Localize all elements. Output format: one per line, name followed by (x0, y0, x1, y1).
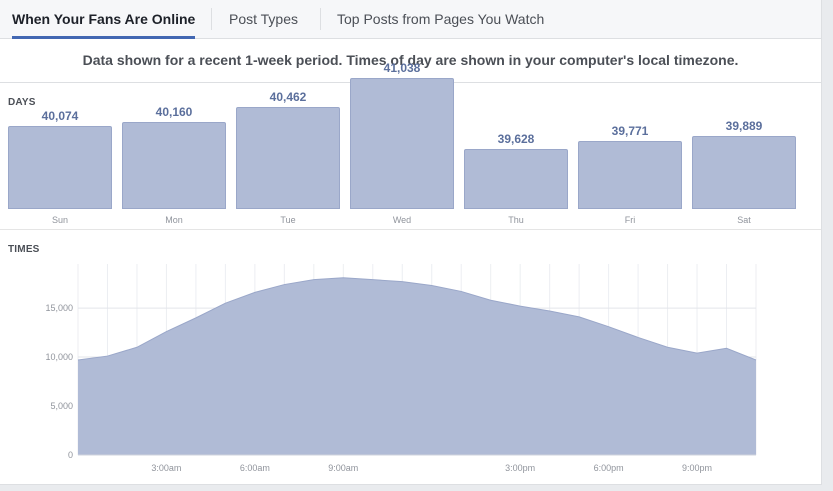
day-bar-sun[interactable] (8, 126, 112, 209)
day-bar-tue[interactable] (236, 106, 340, 209)
fans-online-line (77, 277, 757, 361)
tab-top-posts-pages-you-watch[interactable]: Top Posts from Pages You Watch (337, 11, 545, 27)
tab-bar: When Your Fans Are Online Post Types Top… (0, 0, 821, 39)
day-value-label: 39,889 (725, 118, 763, 133)
day-name-label: Sat (737, 215, 751, 225)
day-name-label: Thu (508, 215, 524, 225)
y-tick-label: 0 (68, 450, 73, 460)
day-bar-wed[interactable] (350, 78, 454, 209)
x-tick-label: 6:00pm (594, 463, 624, 473)
tab-when-fans-online[interactable]: When Your Fans Are Online (12, 0, 196, 39)
audience-panel: When Your Fans Are Online Post Types Top… (0, 0, 822, 485)
day-value-label: 40,074 (41, 109, 79, 124)
day-name-label: Wed (392, 215, 412, 225)
fans-online-area (78, 277, 756, 455)
day-bar-mon[interactable] (122, 122, 226, 209)
x-tick-label: 3:00am (151, 463, 181, 473)
day-bar-sat[interactable] (692, 135, 796, 209)
day-value-label: 41,038 (383, 61, 421, 76)
day-value-label: 39,628 (497, 131, 535, 146)
day-bar-fri[interactable] (578, 141, 682, 209)
x-tick-label: 9:00pm (682, 463, 712, 473)
x-tick-label: 6:00am (240, 463, 270, 473)
times-section-label: TIMES (8, 244, 40, 255)
y-tick-label: 10,000 (45, 352, 73, 362)
days-section-label: DAYS (8, 97, 36, 108)
times-area-chart: 0 5,000 10,000 15,000 3:00am 6:00am 9:00am 3:00… (45, 264, 757, 473)
day-name-label: Tue (280, 215, 296, 225)
day-bar-thu[interactable] (464, 148, 568, 209)
y-tick-label: 15,000 (45, 303, 73, 313)
section-divider (0, 229, 821, 230)
tab-separator (211, 8, 212, 30)
day-name-label: Fri (624, 215, 636, 225)
day-value-label: 39,771 (611, 124, 649, 139)
y-tick-label: 5,000 (50, 401, 73, 411)
day-value-label: 40,462 (269, 89, 307, 104)
x-tick-label: 9:00am (328, 463, 358, 473)
day-name-label: Sun (51, 215, 68, 225)
tab-post-types[interactable]: Post Types (229, 11, 299, 27)
tab-separator (320, 8, 321, 30)
x-tick-label: 3:00pm (505, 463, 535, 473)
day-name-label: Mon (165, 215, 183, 225)
day-value-label: 40,160 (155, 105, 193, 119)
